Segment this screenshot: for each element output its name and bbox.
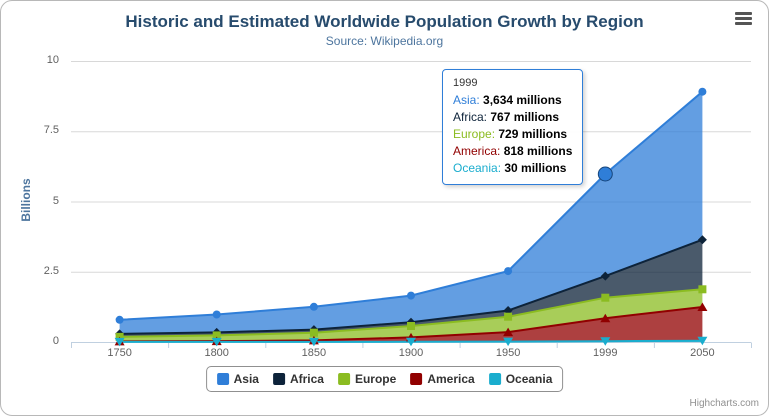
tooltip-series-value: 767 millions (490, 110, 560, 124)
point-marker[interactable] (212, 310, 221, 319)
point-marker[interactable] (503, 327, 514, 337)
y-axis-label: 0 (52, 335, 59, 347)
point-marker[interactable] (697, 235, 707, 245)
point-marker[interactable] (600, 337, 611, 346)
tooltip-row: Europe: 729 millions (453, 126, 572, 143)
point-marker[interactable] (407, 322, 415, 330)
hamburger-bar (735, 12, 752, 15)
point-marker[interactable] (600, 271, 610, 281)
chart-subtitle: Source: Wikipedia.org (325, 34, 444, 48)
tooltip-series-name: Africa: (453, 110, 491, 124)
x-axis-label: 1900 (398, 347, 424, 359)
tooltip-series-value: 30 millions (504, 161, 567, 175)
point-marker[interactable] (503, 337, 514, 347)
point-marker[interactable] (697, 336, 708, 346)
legend-label: America (427, 372, 475, 386)
legend-item-america[interactable]: America (410, 372, 475, 386)
legend: Asia Africa Europe America Oceania (205, 366, 564, 392)
tooltip-series-name: Europe: (453, 127, 499, 141)
legend-label: Oceania (505, 372, 553, 386)
hovered-point[interactable] (597, 166, 613, 182)
point-marker[interactable] (308, 337, 319, 347)
tooltip-series-value: 3,634 millions (483, 93, 562, 107)
tooltip-series-name: Asia: (453, 93, 484, 107)
point-marker[interactable] (406, 337, 416, 347)
point-marker[interactable] (601, 293, 610, 302)
x-axis-label: 1800 (204, 347, 229, 359)
point-marker[interactable] (211, 337, 222, 347)
point-marker[interactable] (114, 337, 125, 347)
point-marker[interactable] (309, 328, 318, 337)
area-america[interactable] (119, 307, 703, 342)
point-marker[interactable] (698, 87, 707, 96)
tooltip-series-value: 818 millions (503, 144, 573, 158)
y-axis-label: 10 (46, 54, 59, 66)
x-axis-label: 1950 (495, 347, 521, 359)
point-marker[interactable] (407, 291, 415, 300)
legend-label: Africa (289, 372, 324, 386)
legend-item-oceania[interactable]: Oceania (488, 372, 553, 386)
legend-swatch-icon (337, 373, 350, 385)
hamburger-menu-icon[interactable] (735, 12, 752, 27)
legend-label: Europe (354, 372, 397, 386)
legend-item-asia[interactable]: Asia (216, 372, 259, 386)
point-marker[interactable] (212, 331, 221, 340)
legend-item-africa[interactable]: Africa (272, 372, 324, 386)
tooltip-row: Africa: 767 millions (453, 109, 572, 126)
credits-link[interactable]: Highcharts.com (689, 398, 759, 409)
hamburger-bar (735, 22, 752, 25)
tooltip-header: 1999 (453, 77, 478, 89)
point-marker[interactable] (697, 302, 708, 312)
tooltip-series-name: Oceania: (453, 161, 505, 175)
x-axis-label: 1750 (107, 347, 132, 359)
point-marker[interactable] (115, 315, 124, 324)
tooltip: 1999 Asia: 3,634 millions Africa: 767 mil… (442, 69, 584, 185)
point-marker[interactable] (504, 312, 513, 321)
legend-swatch-icon (216, 373, 229, 385)
y-axis-label: 2.5 (43, 264, 59, 277)
point-marker[interactable] (600, 313, 611, 323)
point-marker[interactable] (504, 267, 513, 276)
legend-swatch-icon (410, 373, 423, 385)
y-axis-label: 5 (52, 194, 59, 207)
x-axis-label: 2050 (690, 347, 715, 359)
point-marker[interactable] (698, 285, 707, 294)
legend-label: Asia (233, 372, 259, 386)
chart-title: Historic and Estimated Worldwide Populat… (125, 12, 644, 31)
area-asia[interactable] (119, 91, 703, 334)
y-axis-label: 7.5 (43, 124, 59, 137)
tooltip-row: Asia: 3,634 millions (453, 92, 572, 109)
tooltip-series-value: 729 millions (498, 127, 568, 141)
legend-item-europe[interactable]: Europe (337, 372, 397, 386)
legend-swatch-icon (488, 373, 501, 385)
tooltip-series-name: America: (453, 144, 504, 158)
hamburger-bar (735, 17, 752, 20)
x-axis-label: 1850 (301, 347, 327, 359)
area-africa[interactable] (119, 239, 703, 337)
tooltip-row: America: 818 millions (453, 143, 572, 160)
x-axis-label: 1999 (593, 347, 618, 359)
tooltip-row: Oceania: 30 millions (453, 160, 572, 177)
tooltip-rows: Asia: 3,634 millions Africa: 767 millions… (453, 92, 572, 177)
legend-swatch-icon (272, 373, 285, 385)
point-marker[interactable] (309, 302, 318, 311)
